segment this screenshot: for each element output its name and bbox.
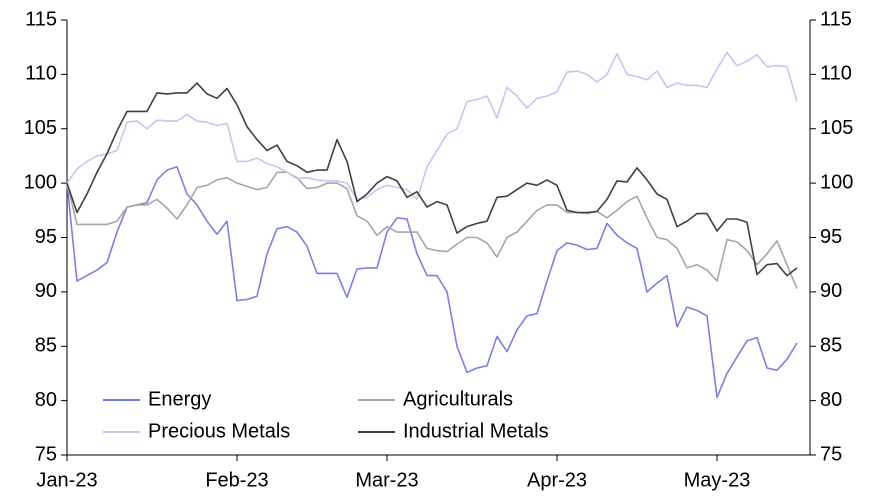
y-tick-label: 115: [25, 8, 57, 30]
y2-tick-label: 100: [820, 171, 853, 193]
y2-tick-label: 80: [820, 389, 842, 411]
series-line: [66, 166, 798, 399]
x-tick-label: Mar-23: [355, 469, 418, 491]
x-tick-label: May-23: [684, 469, 751, 491]
y2-tick-label: 90: [820, 280, 842, 302]
series-line: [66, 82, 798, 277]
series-line: [66, 171, 798, 289]
y2-tick-label: 115: [820, 8, 852, 30]
x-tick-label: Feb-23: [205, 469, 268, 491]
y-tick-label: 90: [35, 280, 57, 302]
y2-tick-label: 95: [820, 226, 842, 248]
legend-label: Industrial Metals: [403, 420, 549, 442]
y-tick-label: 75: [35, 443, 57, 465]
legend-label: Precious Metals: [148, 420, 290, 442]
series-line: [66, 51, 798, 201]
x-tick-label: Apr-23: [527, 469, 587, 491]
y2-tick-label: 75: [820, 443, 842, 465]
y-tick-label: 85: [35, 335, 57, 357]
y-tick-label: 110: [25, 63, 57, 85]
y-tick-label: 95: [35, 226, 57, 248]
y2-tick-label: 110: [820, 63, 852, 85]
y-tick-label: 105: [24, 117, 57, 139]
y-tick-label: 100: [24, 171, 57, 193]
x-tick-label: Jan-23: [36, 469, 97, 491]
y2-tick-label: 85: [820, 335, 842, 357]
y-tick-label: 80: [35, 389, 57, 411]
legend-label: Energy: [148, 388, 211, 410]
legend-label: Agriculturals: [403, 388, 513, 410]
y2-tick-label: 105: [820, 117, 853, 139]
